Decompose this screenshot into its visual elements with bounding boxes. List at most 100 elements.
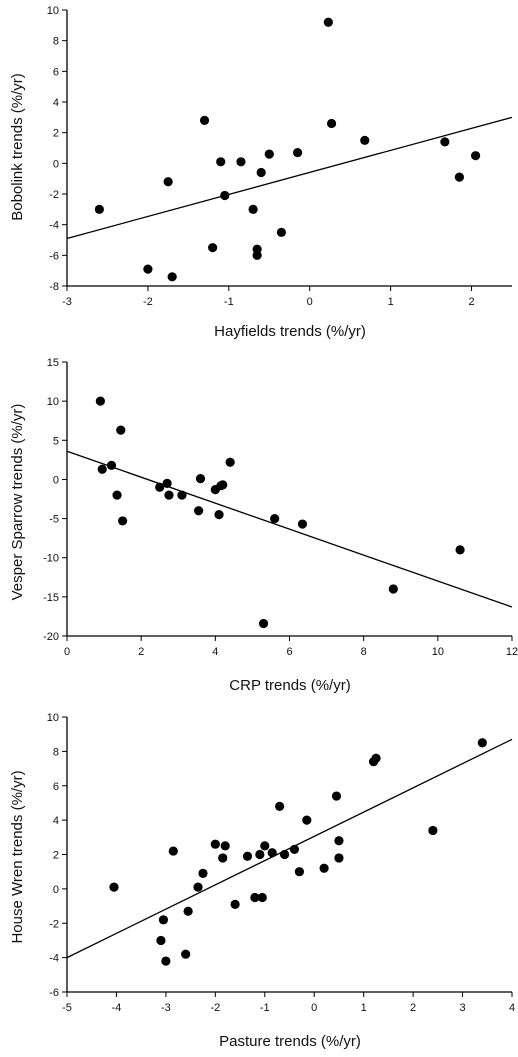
data-point <box>302 815 312 825</box>
x-tick-label: 10 <box>432 646 444 658</box>
data-point <box>388 584 398 594</box>
data-point <box>267 848 277 858</box>
data-point <box>156 935 166 946</box>
data-point <box>257 892 267 903</box>
data-point <box>260 841 270 851</box>
data-point <box>256 167 266 178</box>
x-tick-label: -3 <box>62 296 72 308</box>
x-tick-label: -1 <box>224 296 234 308</box>
y-tick-label: 8 <box>53 746 59 758</box>
data-point <box>326 118 337 129</box>
x-tick-label: 0 <box>311 1002 317 1014</box>
data-point <box>210 839 220 849</box>
data-point <box>242 851 253 861</box>
panel-1-x-axis-title: Hayfields trends (%/yr) <box>214 323 366 340</box>
y-tick-label: -15 <box>43 592 59 604</box>
data-point <box>334 836 344 846</box>
bobolink-vs-hayfields-panel: Hayfields trends (%/yr) Bobolink trends … <box>9 5 513 340</box>
x-tick-label: 8 <box>361 646 367 658</box>
data-point <box>109 882 119 892</box>
x-tick-label: -2 <box>210 1002 220 1014</box>
data-point <box>455 545 465 555</box>
data-point <box>230 899 240 909</box>
x-tick-label: 0 <box>64 646 70 658</box>
panel-3-y-axis-title: House Wren trends (%/yr) <box>9 770 26 943</box>
data-point <box>199 115 210 125</box>
data-point <box>470 151 481 161</box>
y-tick-label: 4 <box>53 97 59 109</box>
data-point <box>167 272 177 282</box>
data-point <box>97 464 107 474</box>
data-point <box>360 135 370 145</box>
x-tick-label: 2 <box>468 296 474 308</box>
data-point <box>116 425 126 435</box>
panel-3-x-axis-title: Pasture trends (%/yr) <box>219 1033 361 1050</box>
data-point <box>225 457 235 467</box>
x-tick-label: 0 <box>307 296 313 308</box>
y-tick-label: -20 <box>43 631 59 643</box>
trend-line <box>66 450 513 608</box>
data-point <box>440 137 450 147</box>
x-tick-label: 2 <box>410 1002 416 1014</box>
y-tick-label: -2 <box>49 189 59 201</box>
y-tick-label: -6 <box>49 987 59 999</box>
panel-1-y-axis-title: Bobolink trends (%/yr) <box>9 73 26 221</box>
trend-line <box>66 116 513 240</box>
data-point <box>218 480 228 490</box>
y-tick-label: -5 <box>49 514 59 526</box>
data-point <box>163 177 173 187</box>
y-tick-label: 0 <box>53 158 59 170</box>
y-tick-label: -6 <box>49 250 59 262</box>
x-tick-label: 4 <box>509 1002 515 1014</box>
data-point <box>477 738 487 748</box>
y-tick-label: 10 <box>47 396 59 408</box>
data-point <box>183 906 193 916</box>
x-tick-label: -2 <box>143 296 153 308</box>
data-point <box>297 519 308 529</box>
y-tick-label: 10 <box>47 712 59 724</box>
x-tick-label: -1 <box>260 1002 270 1014</box>
data-point <box>270 513 280 524</box>
y-tick-label: -8 <box>49 281 59 293</box>
y-tick-label: -4 <box>49 220 59 232</box>
data-point <box>181 949 191 959</box>
data-point <box>214 510 224 520</box>
data-point <box>198 868 208 879</box>
house-wren-vs-pasture-panel: Pasture trends (%/yr) House Wren trends … <box>9 712 515 1050</box>
data-point <box>143 264 153 274</box>
x-tick-label: 3 <box>459 1002 465 1014</box>
data-point <box>319 863 329 873</box>
y-tick-label: -4 <box>49 953 59 965</box>
data-point <box>177 490 187 500</box>
y-tick-label: -10 <box>43 553 59 565</box>
data-point <box>112 490 122 500</box>
data-point <box>106 460 117 470</box>
x-tick-label: 6 <box>286 646 292 658</box>
data-point <box>289 844 300 854</box>
x-tick-label: 2 <box>138 646 144 658</box>
x-tick-label: 1 <box>388 296 394 308</box>
y-tick-label: 4 <box>53 815 59 827</box>
data-point <box>331 791 342 801</box>
x-tick-label: -5 <box>62 1002 72 1014</box>
y-tick-label: 5 <box>53 435 59 447</box>
data-point <box>193 882 203 892</box>
x-tick-label: 4 <box>212 646 218 658</box>
data-point <box>194 506 204 516</box>
data-point <box>294 867 304 877</box>
data-point <box>258 618 269 629</box>
data-point <box>94 204 104 214</box>
y-tick-label: 2 <box>53 850 59 862</box>
data-point <box>371 753 381 763</box>
data-point <box>208 243 218 253</box>
data-point <box>276 227 287 237</box>
data-point <box>220 190 230 201</box>
data-point <box>454 172 465 182</box>
x-tick-label: 12 <box>506 646 518 658</box>
data-point <box>218 853 228 863</box>
y-tick-label: 0 <box>53 474 59 486</box>
y-tick-label: 0 <box>53 884 59 896</box>
panel-2-y-axis-title: Vesper Sparrow trends (%/yr) <box>9 404 26 601</box>
data-point <box>118 516 128 526</box>
